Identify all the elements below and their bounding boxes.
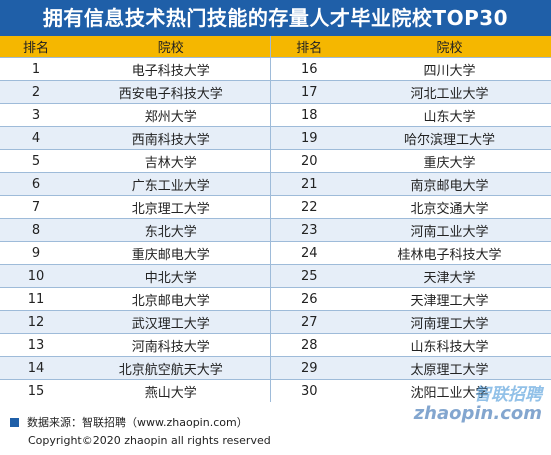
school-cell-left: 燕山大学 — [72, 379, 270, 402]
school-cell-right: 河南理工大学 — [348, 310, 551, 334]
rank-cell-right: 19 — [269, 126, 348, 150]
square-bullet-icon — [10, 417, 19, 427]
rank-cell-left: 11 — [0, 287, 72, 311]
school-cell-right: 沈阳工业大学 — [348, 379, 551, 402]
table-header-row: 排名 院校 排名 院校 — [0, 36, 551, 58]
rank-cell-left: 2 — [0, 80, 72, 104]
rank-cell-right: 29 — [269, 356, 348, 380]
school-cell-left: 北京航空航天大学 — [72, 356, 270, 380]
table-row: 2 西安电子科技大学 17 河北工业大学 — [0, 80, 551, 104]
school-cell-right: 四川大学 — [348, 57, 551, 81]
school-cell-left: 武汉理工大学 — [72, 310, 270, 334]
table-row: 8 东北大学 23 河南工业大学 — [0, 218, 551, 242]
rank-cell-left: 7 — [0, 195, 72, 219]
rank-cell-right: 23 — [269, 218, 348, 242]
school-cell-right: 太原理工大学 — [348, 356, 551, 380]
school-cell-right: 桂林电子科技大学 — [348, 241, 551, 265]
table-row: 13 河南科技大学 28 山东科技大学 — [0, 333, 551, 357]
rank-cell-right: 20 — [269, 149, 348, 173]
table-row: 5 吉林大学 20 重庆大学 — [0, 149, 551, 173]
school-cell-left: 重庆邮电大学 — [72, 241, 270, 265]
school-cell-right: 河北工业大学 — [348, 80, 551, 104]
rank-cell-left: 4 — [0, 126, 72, 150]
watermark-cn: 智联招聘 — [474, 385, 542, 405]
school-cell-left: 西安电子科技大学 — [72, 80, 270, 104]
school-cell-right: 北京交通大学 — [348, 195, 551, 219]
school-cell-left: 北京理工大学 — [72, 195, 270, 219]
school-cell-right: 天津理工大学 — [348, 287, 551, 311]
rank-cell-right: 25 — [269, 264, 348, 288]
school-cell-right: 重庆大学 — [348, 149, 551, 173]
rank-cell-right: 16 — [269, 57, 348, 81]
header-rank-left: 排名 — [0, 36, 72, 58]
school-cell-left: 西南科技大学 — [72, 126, 270, 150]
school-cell-right: 山东大学 — [348, 103, 551, 127]
rank-cell-right: 24 — [269, 241, 348, 265]
school-cell-left: 广东工业大学 — [72, 172, 270, 196]
table-row: 3 郑州大学 18 山东大学 — [0, 103, 551, 127]
rank-cell-right: 17 — [269, 80, 348, 104]
rank-cell-left: 1 — [0, 57, 72, 81]
source-text: 数据来源：智联招聘（www.zhaopin.com） — [27, 416, 248, 429]
data-source-note: 数据来源：智联招聘（www.zhaopin.com） — [10, 414, 248, 430]
header-school-right: 院校 — [348, 36, 551, 58]
rank-cell-left: 15 — [0, 379, 72, 402]
school-cell-right: 天津大学 — [348, 264, 551, 288]
school-cell-left: 郑州大学 — [72, 103, 270, 127]
rank-cell-left: 13 — [0, 333, 72, 357]
rank-cell-left: 12 — [0, 310, 72, 334]
table-row: 1 电子科技大学 16 四川大学 — [0, 57, 551, 81]
school-cell-right: 河南工业大学 — [348, 218, 551, 242]
school-cell-right: 南京邮电大学 — [348, 172, 551, 196]
rank-cell-right: 21 — [269, 172, 348, 196]
rank-cell-right: 28 — [269, 333, 348, 357]
ranking-table: 排名 院校 排名 院校 1 电子科技大学 16 四川大学 2 西安电子科技大学 17 河北工业… — [0, 36, 551, 402]
rank-cell-right: 30 — [269, 379, 348, 402]
school-cell-left: 中北大学 — [72, 264, 270, 288]
table-row: 12 武汉理工大学 27 河南理工大学 — [0, 310, 551, 334]
table-row: 4 西南科技大学 19 哈尔滨理工大学 — [0, 126, 551, 150]
header-rank-right: 排名 — [269, 36, 348, 58]
school-cell-right: 山东科技大学 — [348, 333, 551, 357]
school-cell-right: 哈尔滨理工大学 — [348, 126, 551, 150]
rank-cell-left: 10 — [0, 264, 72, 288]
rank-cell-left: 6 — [0, 172, 72, 196]
school-cell-left: 北京邮电大学 — [72, 287, 270, 311]
school-cell-left: 东北大学 — [72, 218, 270, 242]
rank-cell-left: 5 — [0, 149, 72, 173]
table-row: 7 北京理工大学 22 北京交通大学 — [0, 195, 551, 219]
table-row: 9 重庆邮电大学 24 桂林电子科技大学 — [0, 241, 551, 265]
table-row: 15 燕山大学 30 沈阳工业大学 — [0, 379, 551, 402]
rank-cell-right: 18 — [269, 103, 348, 127]
table-row: 11 北京邮电大学 26 天津理工大学 — [0, 287, 551, 311]
rank-cell-left: 14 — [0, 356, 72, 380]
page-title: 拥有信息技术热门技能的存量人才毕业院校TOP30 — [0, 0, 551, 36]
rank-cell-left: 9 — [0, 241, 72, 265]
rank-cell-right: 22 — [269, 195, 348, 219]
rank-cell-left: 8 — [0, 218, 72, 242]
rank-cell-right: 26 — [269, 287, 348, 311]
school-cell-left: 河南科技大学 — [72, 333, 270, 357]
rank-cell-right: 27 — [269, 310, 348, 334]
school-cell-left: 吉林大学 — [72, 149, 270, 173]
table-row: 10 中北大学 25 天津大学 — [0, 264, 551, 288]
zhaopin-watermark-logo: 智联招聘 zhaopin.com — [402, 386, 542, 426]
header-school-left: 院校 — [72, 36, 270, 58]
school-cell-left: 电子科技大学 — [72, 57, 270, 81]
rank-cell-left: 3 — [0, 103, 72, 127]
watermark-en: zhaopin.com — [413, 403, 542, 424]
copyright-text: Copyright©2020 zhaopin all rights reserv… — [28, 434, 271, 447]
table-row: 14 北京航空航天大学 29 太原理工大学 — [0, 356, 551, 380]
table-row: 6 广东工业大学 21 南京邮电大学 — [0, 172, 551, 196]
